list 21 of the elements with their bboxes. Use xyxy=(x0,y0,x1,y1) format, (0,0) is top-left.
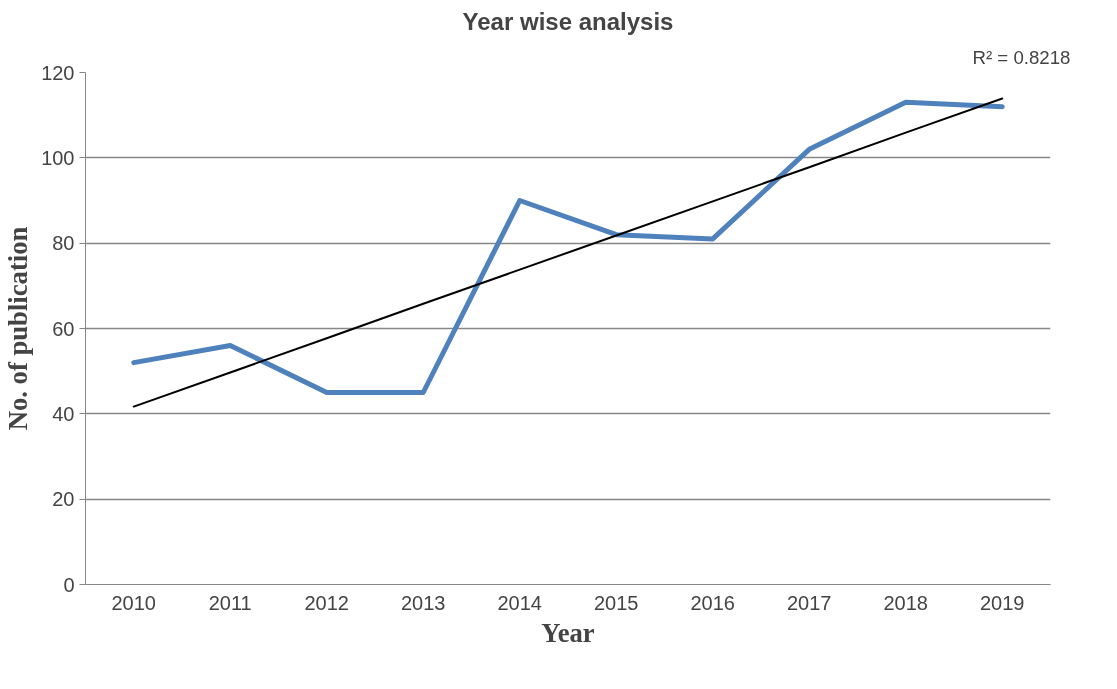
x-tick-label: 2012 xyxy=(304,591,349,614)
x-tick-label: 2017 xyxy=(787,591,832,614)
x-tick-label: 2011 xyxy=(208,591,252,614)
chart-title: Year wise analysis xyxy=(462,7,674,35)
y-tick-label: 80 xyxy=(52,232,75,255)
y-tick-label: 40 xyxy=(52,402,75,425)
x-tick-label: 2019 xyxy=(980,591,1025,614)
x-tick-label: 2015 xyxy=(594,591,639,614)
x-tick-label: 2016 xyxy=(690,591,735,614)
y-tick-label: 60 xyxy=(52,317,75,340)
x-axis-title: Year xyxy=(541,617,595,648)
y-tick-label: 120 xyxy=(41,61,75,84)
text: R² = 0.8218 xyxy=(972,46,1071,68)
x-tick-label: 2010 xyxy=(111,591,156,614)
y-tick-label: 20 xyxy=(52,488,75,511)
x-tick-label: 2014 xyxy=(497,591,542,614)
x-tick-label: 2013 xyxy=(401,591,446,614)
y-tick-label: 0 xyxy=(63,573,75,596)
y-tick-label: 100 xyxy=(41,146,75,169)
x-tick-label: 2018 xyxy=(883,591,928,614)
y-axis-title: No. of publication xyxy=(3,226,34,431)
